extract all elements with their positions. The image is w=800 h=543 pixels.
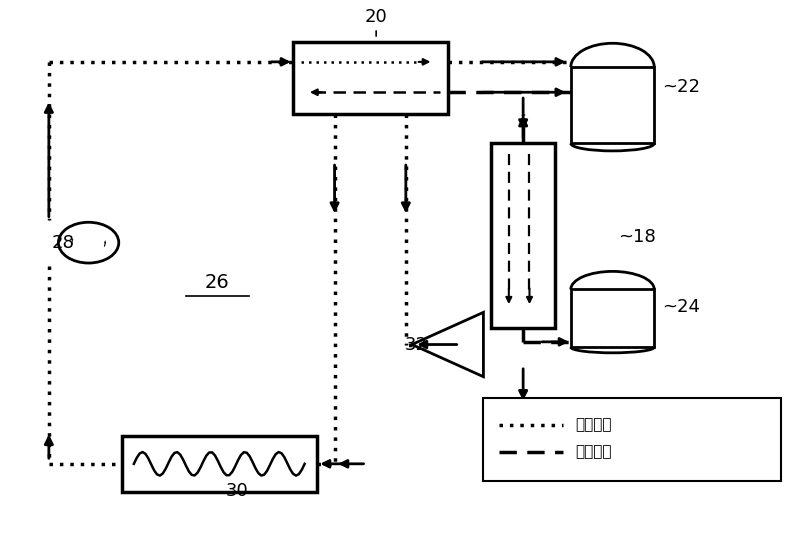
- Text: 储热流体: 储热流体: [574, 444, 611, 459]
- Bar: [571, 67, 654, 143]
- Text: ~22: ~22: [662, 78, 700, 96]
- Text: 20: 20: [365, 8, 387, 26]
- Bar: [122, 435, 317, 492]
- Text: 28: 28: [51, 233, 74, 251]
- Text: 工作流体: 工作流体: [574, 418, 611, 432]
- Text: 30: 30: [226, 482, 249, 500]
- Polygon shape: [412, 312, 483, 377]
- Text: 32: 32: [405, 336, 428, 353]
- Bar: [571, 289, 654, 347]
- Bar: [491, 143, 555, 329]
- Circle shape: [58, 222, 118, 263]
- Text: ~24: ~24: [662, 298, 700, 316]
- Bar: [293, 42, 448, 114]
- Bar: [483, 398, 782, 481]
- Text: 26: 26: [205, 273, 230, 292]
- Text: ~18: ~18: [618, 228, 656, 247]
